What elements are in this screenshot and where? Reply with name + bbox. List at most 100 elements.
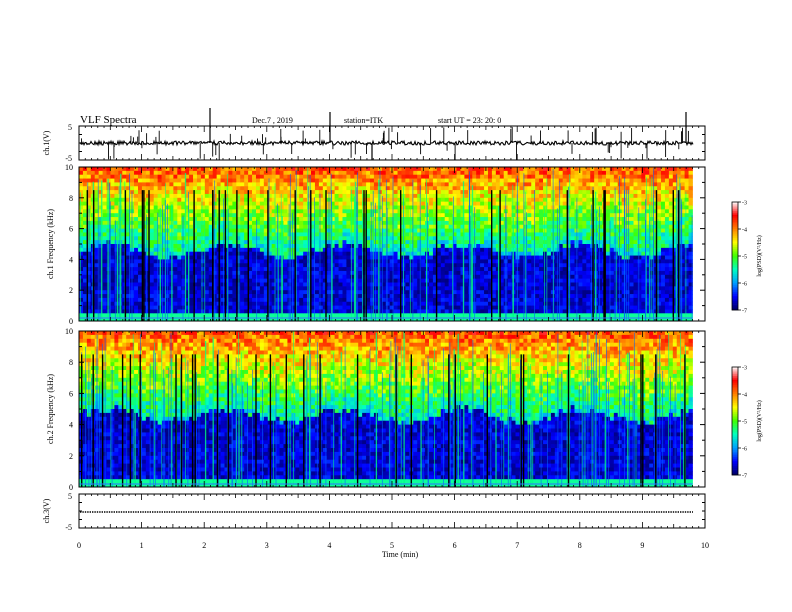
spectrogram-cell: [224, 217, 229, 222]
spectrogram-cell: [299, 255, 304, 260]
spectrogram-cell: [452, 282, 457, 287]
spectrogram-cell: [366, 236, 371, 241]
spectrogram-cell: [338, 201, 343, 206]
spectrogram-cell: [114, 217, 119, 222]
spectrogram-cell: [358, 186, 363, 191]
spectrogram-cell: [228, 251, 233, 256]
spectrogram-cell: [169, 178, 174, 183]
spectrogram-cell: [252, 209, 257, 214]
spectrogram-cell: [193, 174, 198, 179]
spectrogram-cell: [193, 224, 198, 229]
spectrogram-cell: [244, 236, 249, 241]
spectrogram-cell: [208, 213, 214, 218]
spectrogram-cell: [204, 178, 210, 183]
spectrogram-cell: [161, 301, 166, 306]
spectrogram-cell: [531, 205, 536, 210]
spectrogram-cell: [122, 247, 127, 253]
spectrogram-cell: [122, 255, 127, 260]
spectrogram-cell: [181, 220, 186, 226]
spectrogram-cell: [126, 259, 131, 264]
spectrogram-cell: [228, 309, 233, 314]
spectrogram-cell: [484, 301, 489, 306]
spectrogram-cell: [236, 294, 241, 299]
spectrogram-cell: [519, 228, 524, 233]
spectrogram-cell: [196, 209, 202, 214]
spectrogram-cell: [531, 167, 536, 172]
spectrogram-cell: [267, 251, 273, 256]
spectrogram-cell: [370, 228, 375, 233]
spectrogram-cell: [248, 309, 253, 314]
spectrogram-cell: [82, 255, 88, 260]
spectrogram-cell: [295, 174, 300, 179]
spectrogram-cell: [94, 301, 100, 306]
spectrogram-cell: [196, 170, 202, 176]
spectrogram-cell: [444, 286, 450, 291]
spectrogram-cell: [79, 313, 84, 318]
spectrogram-cell: [413, 251, 418, 256]
spectrogram-cell: [130, 178, 135, 183]
spectrogram-cell: [527, 170, 532, 176]
spectrogram-cell: [318, 232, 324, 237]
spectrogram-cell: [137, 190, 143, 195]
spectrogram-cell: [161, 217, 166, 222]
spectrogram-cell: [444, 174, 450, 179]
spectrogram-cell: [240, 205, 245, 210]
spectrogram-cell: [189, 232, 194, 237]
spectrogram-cell: [169, 197, 174, 203]
spectrogram-cell: [149, 236, 155, 241]
spectrogram-cell: [134, 220, 139, 226]
spectrogram-cell: [535, 309, 540, 314]
spectrogram-cell: [464, 317, 469, 322]
spectrogram-cell: [185, 247, 190, 253]
spectrogram-cell: [366, 186, 371, 191]
spectrogram-cell: [425, 290, 430, 295]
spectrogram-cell: [472, 167, 477, 172]
spectrogram-cell: [440, 232, 446, 237]
spectrogram-cell: [370, 178, 375, 183]
spectrogram-cell: [515, 297, 520, 303]
spectrogram-cell: [149, 220, 155, 226]
spectrogram-cell: [417, 301, 422, 306]
spectrogram-cell: [248, 282, 253, 287]
spectrogram-cell: [373, 217, 379, 222]
spectrogram-cell: [499, 247, 505, 253]
spectrogram-cell: [535, 205, 540, 210]
spectrogram-cell: [342, 236, 347, 241]
spectrogram-cell: [393, 305, 398, 310]
spectrogram-cell: [271, 270, 277, 276]
spectrogram-cell: [448, 244, 453, 249]
spectrogram-cell: [409, 182, 414, 187]
spectrogram-cell: [515, 174, 520, 179]
spectrogram-cell: [204, 224, 210, 229]
spectrogram-cell: [287, 186, 292, 191]
spectrogram-cell: [452, 251, 457, 256]
spectrogram-cell: [370, 270, 375, 276]
spectrogram-cell: [322, 259, 328, 264]
spectrogram-cell: [409, 317, 414, 322]
spectrogram-cell: [326, 174, 332, 179]
spectrogram-cell: [527, 267, 532, 272]
spectrogram-cell: [539, 182, 544, 187]
spectrogram-cell: [527, 313, 532, 318]
spectrogram-cell: [476, 270, 481, 276]
spectrogram-cell: [220, 282, 225, 287]
spectrogram-cell: [499, 190, 505, 195]
spectrogram-cell: [558, 217, 564, 222]
spectrogram-cell: [161, 274, 166, 280]
spectrogram-cell: [480, 263, 485, 268]
spectrogram-cell: [440, 294, 446, 299]
spectrogram-cell: [373, 190, 379, 195]
spectrogram-cell: [114, 178, 119, 183]
spectrogram-cell: [334, 182, 339, 187]
spectrogram-cell: [318, 263, 324, 268]
spectrogram-cell: [189, 278, 194, 283]
spectrogram-cell: [208, 217, 214, 222]
spectrogram-cell: [165, 170, 170, 176]
spectrogram-cell: [342, 182, 347, 187]
spectrogram-cell: [224, 190, 229, 195]
spectrogram-cell: [185, 301, 190, 306]
spectrogram-cell: [480, 178, 485, 183]
spectrogram-cell: [421, 193, 426, 199]
spectrogram-cell: [519, 201, 524, 206]
spectrogram-cell: [263, 255, 269, 260]
